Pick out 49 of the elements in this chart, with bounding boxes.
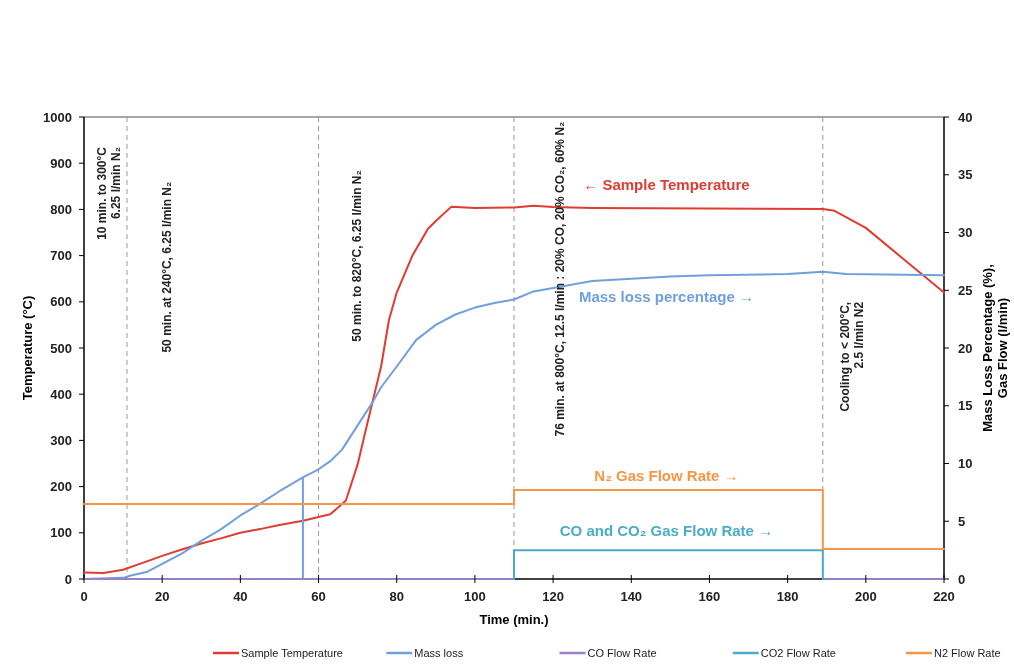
y2-axis-title: Mass Loss Percentage (%), Gas Flow (l/min) <box>980 264 1010 432</box>
annotation: 76 min. at 800°C, 12.5 l/min : 20% CO, 20% CO₂, 60% N₂ <box>552 121 567 437</box>
x-tick-label: 160 <box>698 589 721 604</box>
annotation: 10 min. to 300°C 6.25 l/min N₂ <box>94 146 123 240</box>
x-tick-label: 180 <box>776 589 799 604</box>
x-tick-label: 140 <box>620 589 643 604</box>
y-tick-label: 500 <box>50 340 72 356</box>
y2-tick-label: 25 <box>958 282 973 298</box>
y-tick-label: 600 <box>50 294 72 310</box>
y-axis-title: Temperature (°C) <box>20 295 35 401</box>
legend-label: CO2 Flow Rate <box>760 646 836 659</box>
legend-label: N2 Flow Rate <box>934 646 1001 659</box>
y-tick-label: 0 <box>64 571 72 587</box>
x-tick-label: 0 <box>80 589 88 604</box>
x-tick-label: 60 <box>311 589 326 604</box>
y-tick-label: 200 <box>50 479 72 495</box>
y2-tick-label: 10 <box>958 456 973 472</box>
annotation: ← Sample Temperature <box>583 175 750 193</box>
x-tick-label: 80 <box>389 589 404 604</box>
y2-tick-label: 15 <box>958 398 973 414</box>
x-tick-label: 220 <box>933 589 955 604</box>
x-tick-label: 120 <box>542 589 564 604</box>
annotation: 50 min. to 820°C, 6.25 l/min N₂ <box>349 170 364 342</box>
annotation: N₂ Gas Flow Rate → <box>594 466 739 484</box>
y2-tick-label: 20 <box>958 340 973 356</box>
annotation: CO and CO₂ Gas Flow Rate → <box>559 522 774 540</box>
y2-tick-label: 40 <box>958 109 973 125</box>
annotation: Mass loss percentage → <box>578 287 754 305</box>
y-tick-label: 900 <box>50 155 72 171</box>
annotation: Cooling to < 200°C, 2.5 l/min N2 <box>838 301 867 412</box>
y-tick-label: 800 <box>50 201 72 217</box>
x-tick-label: 100 <box>464 589 486 604</box>
annotation: 50 min. at 240°C, 6.25 l/min N₂ <box>160 181 175 353</box>
x-tick-label: 40 <box>233 589 248 604</box>
x-tick-label: 20 <box>154 589 170 604</box>
legend-label: CO Flow Rate <box>587 646 657 659</box>
y-tick-label: 300 <box>50 432 72 448</box>
y-tick-label: 700 <box>50 248 72 264</box>
y2-tick-label: 0 <box>958 571 966 587</box>
legend-label: Sample Temperature <box>241 646 343 659</box>
y-tick-label: 100 <box>50 525 72 541</box>
y2-tick-label: 30 <box>958 225 973 241</box>
y2-tick-label: 35 <box>958 167 973 183</box>
legend-label: Mass loss <box>414 646 464 659</box>
y-tick-label: 1000 <box>43 109 72 125</box>
x-axis-title: Time (min.) <box>479 612 549 627</box>
y2-tick-label: 5 <box>958 513 966 529</box>
y-tick-label: 400 <box>50 386 72 402</box>
x-tick-label: 200 <box>854 589 877 604</box>
